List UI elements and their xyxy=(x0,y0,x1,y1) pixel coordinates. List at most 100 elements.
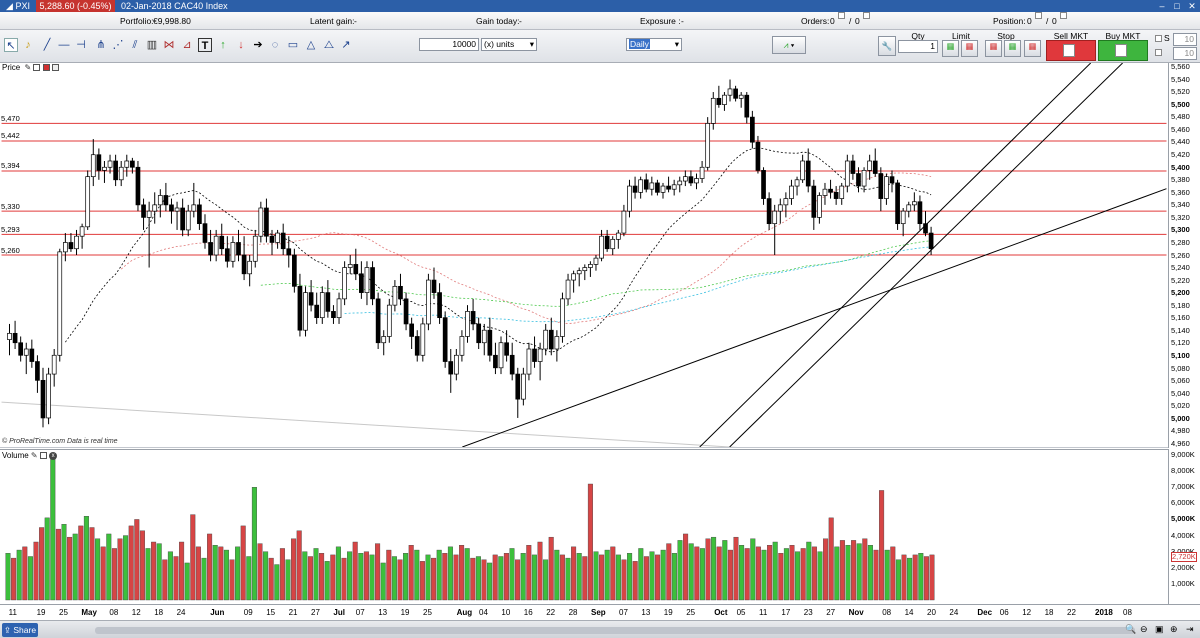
search-icon[interactable]: 🔍 xyxy=(1125,624,1137,634)
gain-today-value: - xyxy=(519,16,522,26)
ray-line-icon[interactable]: ⊣ xyxy=(76,39,86,51)
volume-bar xyxy=(520,553,526,601)
candle xyxy=(325,280,331,318)
candle xyxy=(750,110,755,149)
magnet-icon[interactable]: ↗ xyxy=(341,39,351,51)
candle xyxy=(453,349,459,381)
orders-checkbox[interactable] xyxy=(838,12,845,19)
window-icon[interactable] xyxy=(33,64,41,72)
position-label: Position: xyxy=(993,16,1026,26)
price-chart[interactable] xyxy=(0,63,1168,448)
t-checkbox[interactable] xyxy=(1155,49,1162,56)
candle xyxy=(113,154,118,187)
candle-body xyxy=(532,348,537,362)
candle xyxy=(414,330,420,362)
sell-mkt-button[interactable] xyxy=(1046,40,1096,61)
date-axis[interactable]: 11 19 25 May 08 12 18 24 Jun 09 15 21 27 Jul 07 13 19 25 A… xyxy=(0,604,1200,620)
arrow-right-icon[interactable]: ➔ xyxy=(253,39,263,51)
maximize-icon[interactable]: □ xyxy=(1174,1,1180,11)
share-button[interactable]: ⇪ Share xyxy=(2,623,38,637)
pattern-icon[interactable]: ⊿ xyxy=(182,39,192,51)
window-icon[interactable] xyxy=(39,452,47,460)
candle-body xyxy=(146,210,152,218)
price-tick-label: 5,180 xyxy=(1171,300,1190,310)
t-value-input[interactable]: 10 xyxy=(1173,47,1197,60)
position-checkbox[interactable] xyxy=(1035,12,1042,19)
price-tick-label: 5,560 xyxy=(1171,62,1190,71)
zigzag-icon[interactable]: ⋈ xyxy=(163,39,175,51)
scroll-track[interactable] xyxy=(95,627,1135,634)
fan-icon[interactable]: ⋰ xyxy=(112,39,124,51)
candle-body xyxy=(40,379,46,419)
indicators-button[interactable]: ⩘ ▾ xyxy=(772,36,806,54)
position-checkbox-2[interactable] xyxy=(1060,12,1067,19)
buy-mkt-button[interactable] xyxy=(1098,40,1148,61)
candle-body xyxy=(738,94,744,99)
candle xyxy=(755,135,761,174)
candle xyxy=(671,179,677,196)
order-settings-button[interactable]: 🔧 xyxy=(878,36,896,56)
price-axis[interactable]: 5,560 5,540 5,520 5,500 5,480 5,460 5,440 5,420… xyxy=(1168,63,1200,448)
volume-bar xyxy=(447,546,453,601)
volume-bar xyxy=(386,549,392,601)
volume-chart[interactable] xyxy=(0,449,1168,604)
price-tick-label: 5,260 xyxy=(1171,250,1190,260)
stop-buy-button[interactable]: ▦ xyxy=(985,40,1002,57)
close-icon[interactable]: ✕ xyxy=(1188,1,1196,11)
limit-buy-button[interactable]: ▦ xyxy=(942,40,959,57)
candle xyxy=(923,211,928,237)
candle xyxy=(766,192,772,230)
ellipse-icon[interactable]: ⧍ xyxy=(323,39,335,51)
delete-icon[interactable]: ▥ xyxy=(146,39,158,51)
qty-input[interactable]: 1 xyxy=(898,40,938,53)
triangle-icon[interactable]: △ xyxy=(306,39,316,51)
candle xyxy=(258,201,264,243)
zoom-fit-icon[interactable]: ▣ xyxy=(1155,624,1164,634)
pen-icon[interactable]: ╱ xyxy=(43,39,51,51)
wrench-icon[interactable]: ✎ xyxy=(30,451,38,460)
s-value-input[interactable]: 10 xyxy=(1173,33,1197,46)
lasso-icon[interactable]: ◌ xyxy=(271,39,279,51)
stop-sell-button[interactable]: ▦ xyxy=(1004,40,1021,57)
ma50-line xyxy=(120,172,932,324)
zoom-out-icon[interactable]: ⊖ xyxy=(1140,624,1148,634)
candle xyxy=(85,170,91,230)
arrow-up-icon[interactable]: ↑ xyxy=(220,39,226,51)
volume-bar xyxy=(761,549,767,601)
minimize-icon[interactable]: – xyxy=(1159,1,1165,11)
zoom-in-icon[interactable]: ⊕ xyxy=(1170,624,1178,634)
candle-body xyxy=(409,323,414,337)
arrow-down-icon[interactable]: ↓ xyxy=(238,39,244,51)
stop-extra-button[interactable]: ▦ xyxy=(1024,40,1041,57)
units-select[interactable]: (x) units ▾ xyxy=(481,38,537,51)
cursor-icon[interactable]: ↖ xyxy=(4,38,18,52)
quantity-input[interactable]: 10000 xyxy=(419,38,479,51)
orders-checkbox-2[interactable] xyxy=(863,12,870,19)
channel-icon[interactable]: ⋔ xyxy=(96,39,106,51)
timeframe-select[interactable]: Daily ▾ xyxy=(626,38,682,51)
volume-bar xyxy=(873,549,879,601)
candle xyxy=(40,367,46,428)
color-icon[interactable] xyxy=(42,64,50,72)
scroll-end-icon[interactable]: ⇥ xyxy=(1186,624,1194,634)
candle-body xyxy=(783,198,789,206)
bell-icon[interactable]: ♪ xyxy=(25,39,31,51)
wrench-icon[interactable]: ✎ xyxy=(24,63,32,72)
s-checkbox[interactable] xyxy=(1155,35,1162,42)
candle xyxy=(236,229,241,262)
price-tick-label: 4,960 xyxy=(1171,439,1190,448)
horizontal-line-icon[interactable]: — xyxy=(58,39,70,51)
date-tick-label: 12 xyxy=(131,608,141,617)
fib-icon[interactable]: ⫽ xyxy=(132,39,138,51)
buy-ticket-icon xyxy=(1115,44,1127,57)
options-icon[interactable] xyxy=(51,64,59,72)
volume-axis[interactable]: 9,000K 8,000K 7,000K 6,000K 5,000K 4,000K 3,00… xyxy=(1168,449,1200,604)
candle-body xyxy=(828,188,833,193)
close-panel-icon[interactable]: x xyxy=(49,451,58,460)
rectangle-icon[interactable]: ▭ xyxy=(287,39,299,51)
limit-sell-button[interactable]: ▦ xyxy=(961,40,978,57)
text-icon[interactable]: T xyxy=(198,38,212,52)
volume-bar xyxy=(722,540,728,601)
app-menu-icon[interactable]: ◢ xyxy=(6,1,13,11)
candle xyxy=(319,286,325,324)
